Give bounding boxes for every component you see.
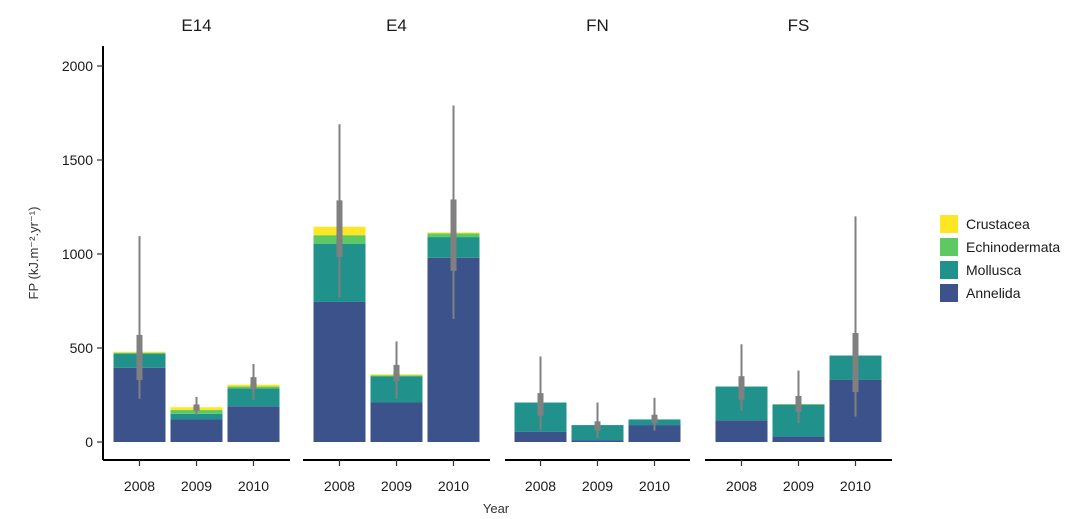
bar-segment-annelida — [313, 301, 366, 442]
median-point — [136, 352, 143, 359]
legend-swatch-echinodermata — [940, 238, 958, 256]
facet-panel-fn: FN 2008 2009 2010 — [505, 16, 690, 494]
facet-panel-e14: E14 2008 2009 2010 — [103, 16, 290, 494]
median-point — [594, 422, 601, 430]
x-axis-title: Year — [483, 501, 510, 516]
x-tick-label: 2008 — [726, 478, 757, 494]
legend-swatch-mollusca — [940, 261, 958, 279]
y-tick-label: 1500 — [62, 152, 93, 168]
x-tick-label: 2010 — [438, 478, 469, 494]
median-point — [336, 232, 343, 239]
bar-segment-annelida — [514, 431, 567, 442]
facet-strip-label: E4 — [386, 16, 407, 35]
x-tick-label: 2009 — [381, 478, 412, 494]
median-point — [738, 387, 745, 394]
facet-strip-label: E14 — [181, 16, 211, 35]
x-tick-label: 2009 — [783, 478, 814, 494]
y-axis-title: FP (kJ.m⁻².yr⁻¹) — [26, 207, 41, 300]
bar-segment-annelida — [715, 420, 768, 442]
median-point — [852, 359, 859, 367]
median-point — [795, 401, 802, 408]
y-tick-label: 1000 — [62, 246, 93, 262]
median-point — [651, 416, 658, 423]
bar-segment-annelida — [370, 402, 423, 442]
x-tick-label: 2008 — [124, 478, 155, 494]
x-tick-label: 2010 — [840, 478, 871, 494]
facet-strip-label: FS — [788, 16, 810, 35]
legend-label-crustacea: Crustacea — [966, 216, 1030, 232]
y-tick-label: 2000 — [62, 58, 93, 74]
legend-label-annelida: Annelida — [966, 285, 1021, 301]
facet-strip-label: FN — [586, 16, 609, 35]
median-point — [193, 404, 200, 412]
median-point — [537, 401, 544, 408]
y-axis: 0 500 1000 1500 2000 — [62, 46, 104, 460]
x-tick-label: 2009 — [181, 478, 212, 494]
x-tick-label: 2010 — [238, 478, 269, 494]
bar-segment-annelida — [628, 425, 681, 442]
bar-segment-annelida — [227, 406, 280, 442]
x-tick-label: 2009 — [582, 478, 613, 494]
legend-swatch-annelida — [940, 284, 958, 302]
legend: Crustacea Echinodermata Mollusca Annelida — [940, 215, 1060, 302]
bar-segment-annelida — [772, 436, 825, 442]
facet-panel-e4: E4 2008 2009 2010 — [303, 16, 490, 494]
median-point — [450, 232, 457, 239]
bar-segment-mollusca — [170, 413, 223, 420]
x-tick-label: 2010 — [639, 478, 670, 494]
legend-label-echinodermata: Echinodermata — [966, 239, 1060, 255]
bar-segment-annelida — [571, 440, 624, 442]
facet-panels: E14 2008 2009 2010 E4 2008 2009 2010 FN 2008 2009 2… — [103, 16, 892, 494]
legend-swatch-crustacea — [940, 215, 958, 233]
x-tick-label: 2008 — [324, 478, 355, 494]
median-point — [393, 371, 400, 378]
y-tick-label: 500 — [70, 340, 94, 356]
legend-label-mollusca: Mollusca — [966, 262, 1021, 278]
median-point — [250, 381, 257, 388]
facet-panel-fs: FS 2008 2009 2010 — [705, 16, 892, 494]
x-tick-label: 2008 — [525, 478, 556, 494]
bar-segment-annelida — [170, 419, 223, 442]
y-tick-label: 0 — [85, 434, 93, 450]
